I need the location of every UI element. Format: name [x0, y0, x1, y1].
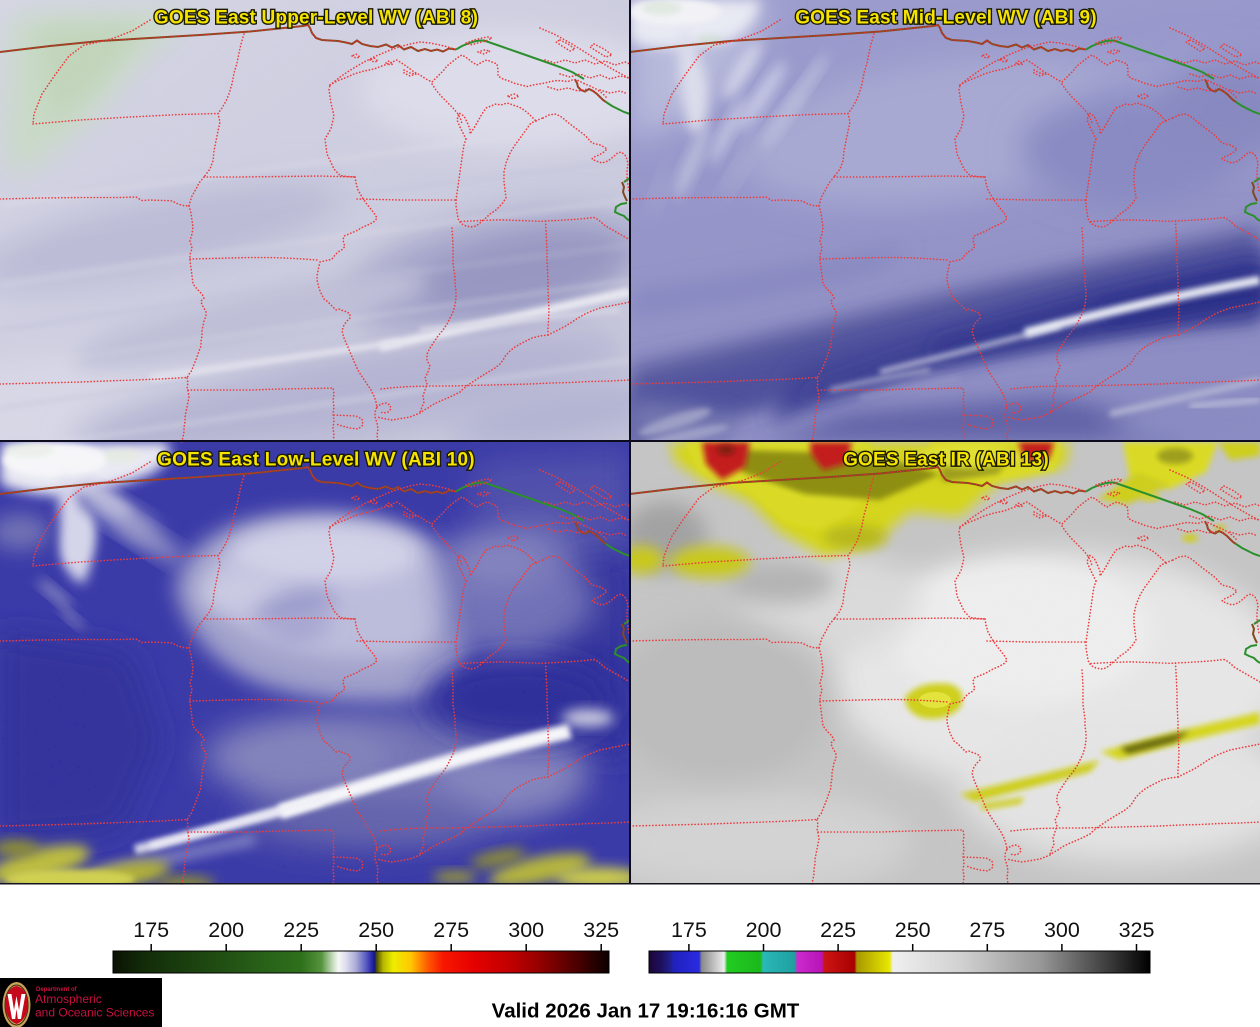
svg-text:Department of: Department of: [36, 987, 78, 993]
svg-text:250: 250: [895, 918, 931, 942]
svg-text:GOES East IR (ABI 13): GOES East IR (ABI 13): [843, 450, 1049, 471]
svg-text:300: 300: [508, 918, 544, 942]
svg-text:200: 200: [208, 918, 244, 942]
svg-text:325: 325: [1119, 918, 1155, 942]
svg-text:275: 275: [433, 918, 469, 942]
svg-text:and Oceanic Sciences: and Oceanic Sciences: [35, 1006, 154, 1020]
svg-text:Atmospheric: Atmospheric: [35, 992, 102, 1006]
svg-text:225: 225: [820, 918, 856, 942]
svg-text:275: 275: [969, 918, 1005, 942]
svg-text:300: 300: [1044, 918, 1080, 942]
svg-text:Valid 2026 Jan 17 19:16:16 GMT: Valid 2026 Jan 17 19:16:16 GMT: [492, 1000, 800, 1023]
svg-text:200: 200: [746, 918, 782, 942]
svg-text:GOES East Mid-Level WV (ABI 9): GOES East Mid-Level WV (ABI 9): [795, 8, 1097, 29]
svg-text:325: 325: [583, 918, 619, 942]
svg-text:GOES East Upper-Level WV (ABI: GOES East Upper-Level WV (ABI 8): [154, 8, 478, 29]
svg-text:GOES East Low-Level WV (ABI 10: GOES East Low-Level WV (ABI 10): [157, 450, 475, 471]
svg-text:225: 225: [283, 918, 319, 942]
svg-text:175: 175: [671, 918, 707, 942]
svg-text:175: 175: [133, 918, 169, 942]
svg-text:250: 250: [358, 918, 394, 942]
